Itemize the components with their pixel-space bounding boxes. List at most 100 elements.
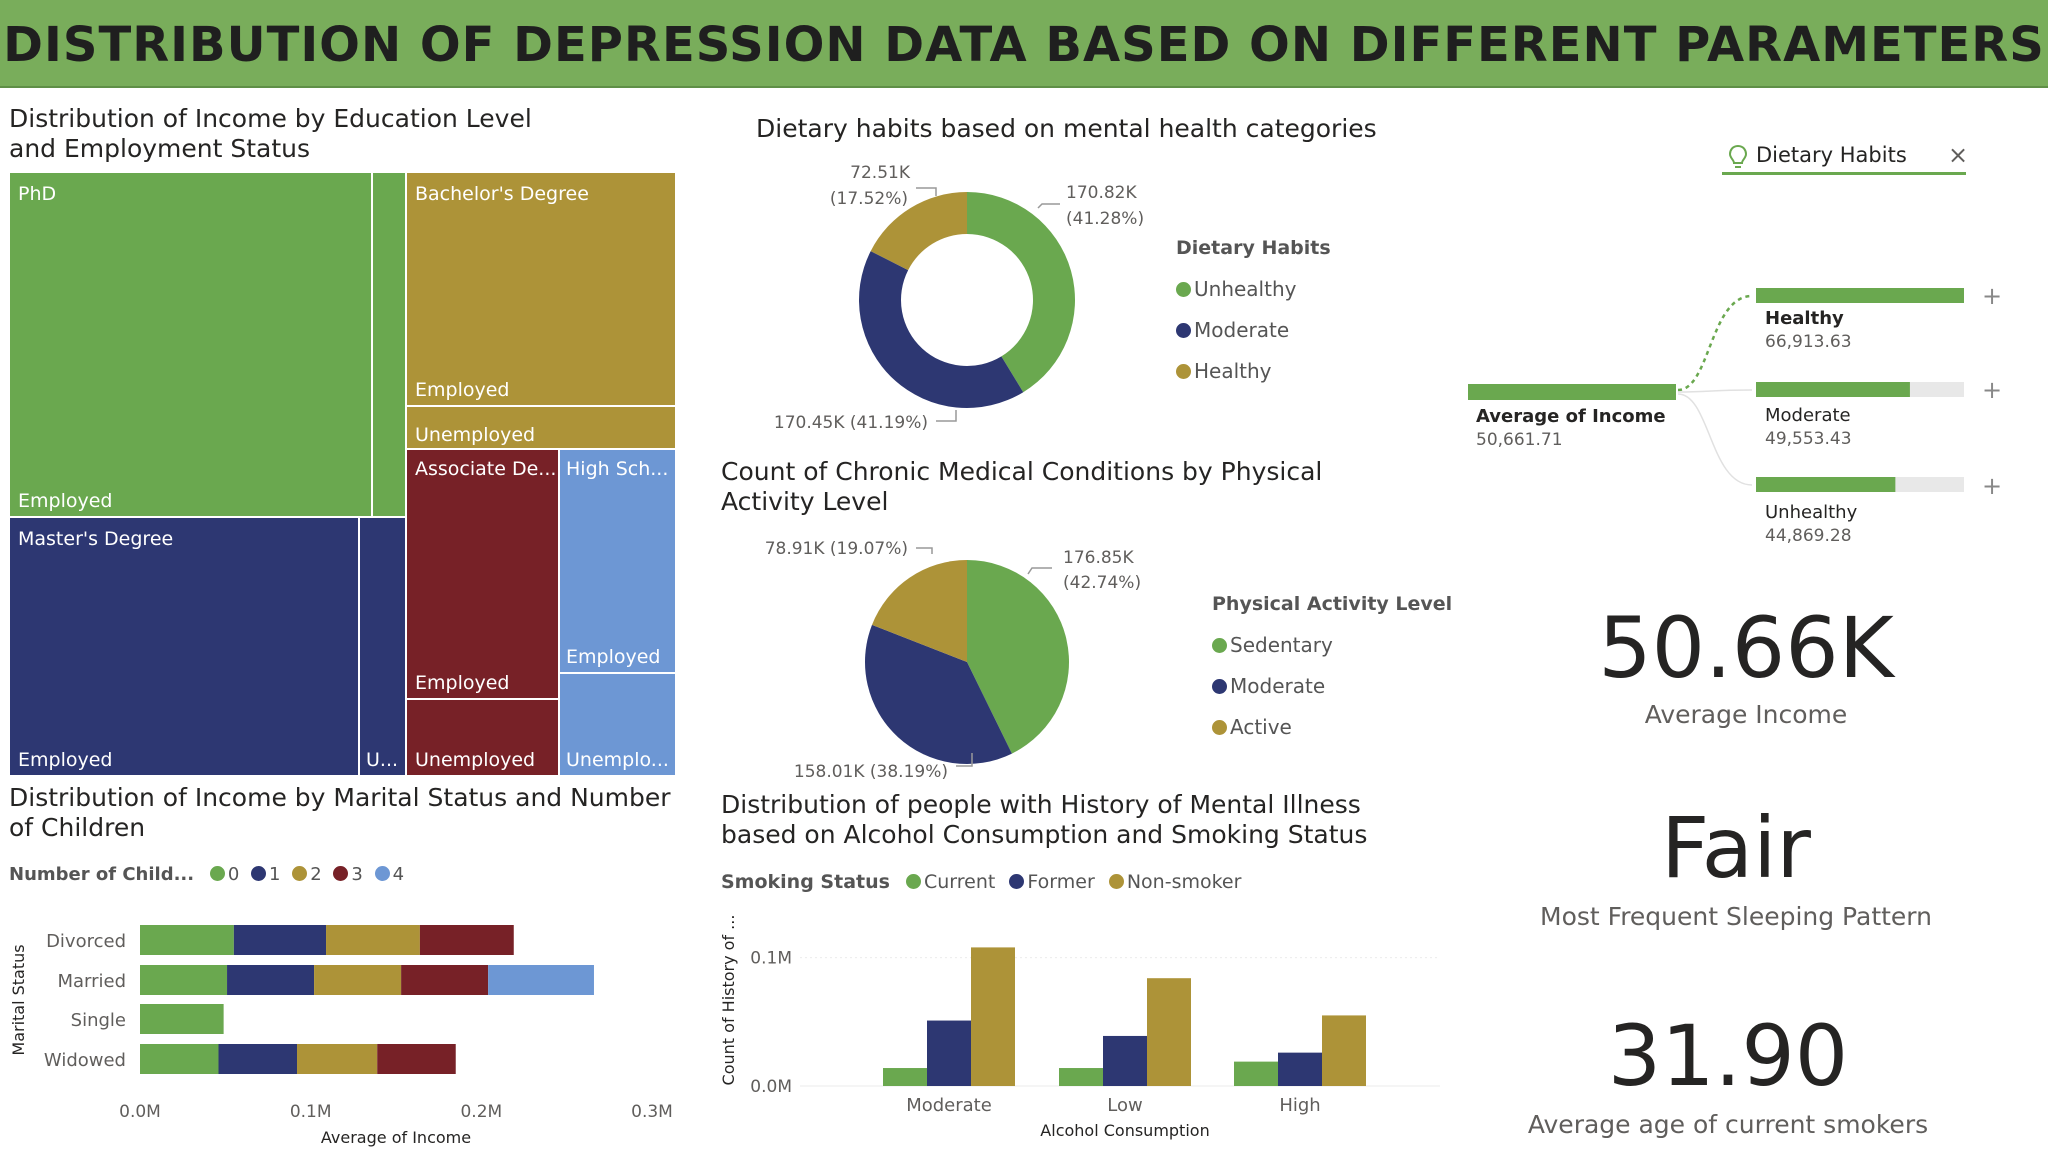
treemap: PhD Employed Master's Degree Employed U.…: [9, 172, 676, 776]
close-icon[interactable]: ×: [1948, 141, 1969, 169]
decomp-root-bar[interactable]: [1468, 384, 1676, 400]
legend-item-moderate[interactable]: Moderate: [1212, 666, 1452, 707]
decomp-connector: [1677, 294, 1753, 392]
physical-legend-title: Physical Activity Level: [1212, 593, 1453, 615]
marital-x-tick: 0.0M: [119, 1102, 161, 1122]
marital-bar-single-0[interactable]: [140, 1004, 224, 1034]
decomp-node-label: Moderate: [1765, 405, 1851, 426]
treemap-cell-associate-unemployed[interactable]: Unemployed: [406, 699, 559, 776]
legend-item-3[interactable]: 3: [333, 864, 363, 885]
legend-item-current[interactable]: Current: [905, 871, 996, 893]
physical-slice-moderate[interactable]: [865, 624, 1012, 764]
dietary-legend-title: Dietary Habits: [1176, 237, 1331, 259]
marital-bar-divorced-0[interactable]: [140, 925, 234, 955]
treemap-cell-highschool-unemployed[interactable]: Unemplo...: [559, 673, 676, 776]
legend-label: Current: [923, 871, 996, 893]
marital-bar-married-0[interactable]: [140, 965, 228, 995]
legend-label: Non-smoker: [1126, 871, 1242, 893]
mental-bar-moderate-former[interactable]: [927, 1020, 971, 1086]
leader-line: [916, 187, 937, 196]
treemap-sublabel: Employed: [18, 490, 113, 512]
mental-bar-high-current[interactable]: [1234, 1061, 1278, 1086]
marital-bar-widowed-3[interactable]: [377, 1044, 456, 1074]
legend-item-active[interactable]: Active: [1212, 707, 1452, 748]
decomp-connector: [1677, 389, 1753, 393]
legend-item-0[interactable]: 0: [209, 864, 239, 885]
physical-label-sedentary-pct: (42.74%): [1063, 573, 1141, 593]
dietary-slice-healthy[interactable]: [870, 191, 967, 271]
legend-item-sedentary[interactable]: Sedentary: [1212, 625, 1452, 666]
legend-item-moderate[interactable]: Moderate: [1176, 310, 1331, 351]
decomp-node-value: 49,553.43: [1765, 429, 1852, 449]
decomp-node-value: 66,913.63: [1765, 332, 1852, 352]
marital-bar-married-2[interactable]: [314, 965, 402, 995]
treemap-label-associate: Associate De...: [415, 458, 557, 480]
marital-bar-divorced-2[interactable]: [326, 925, 420, 955]
mental-legend-title: Smoking Status: [721, 871, 890, 893]
marital-category-label: Married: [57, 971, 126, 992]
mental-bar-low-non-smoker[interactable]: [1147, 978, 1191, 1086]
decomp-node-label: Unhealthy: [1765, 502, 1858, 523]
dietary-label-unhealthy-pct: (41.28%): [1066, 209, 1144, 229]
physical-slice-sedentary[interactable]: [967, 560, 1069, 754]
treemap-cell-associate-employed[interactable]: Associate De... Employed: [406, 449, 559, 699]
physical-slice-active[interactable]: [871, 560, 967, 662]
marital-bar-married-1[interactable]: [227, 965, 315, 995]
mental-bar-high-non-smoker[interactable]: [1322, 1015, 1366, 1086]
mental-chart-title: Distribution of people with History of M…: [721, 790, 1368, 849]
marital-bar-divorced-1[interactable]: [233, 925, 327, 955]
marital-category-label: Divorced: [46, 931, 126, 952]
expand-plus-icon[interactable]: +: [1982, 282, 2002, 310]
marital-bar-widowed-0[interactable]: [140, 1044, 219, 1074]
mental-bar-high-former[interactable]: [1278, 1052, 1322, 1086]
legend-dot: [1176, 282, 1191, 297]
mental-bar-low-former[interactable]: [1103, 1035, 1147, 1086]
dietary-chart-title: Dietary habits based on mental health ca…: [756, 114, 1377, 143]
decomp-node-bar-moderate[interactable]: [1756, 382, 1910, 397]
dietary-slice-moderate[interactable]: [859, 251, 1024, 408]
decomp-node-bar-healthy[interactable]: [1756, 288, 1964, 303]
decomp-connector: [1677, 393, 1753, 486]
legend-item-former[interactable]: Former: [1009, 871, 1095, 893]
treemap-cell-masters-unemployed[interactable]: U...: [359, 517, 406, 776]
treemap-sublabel: Unemployed: [415, 424, 536, 446]
expand-plus-icon[interactable]: +: [1982, 472, 2002, 500]
legend-item-unhealthy[interactable]: Unhealthy: [1176, 269, 1331, 310]
decomp-filter-label: Dietary Habits: [1756, 143, 1907, 167]
legend-item-nonsmoker[interactable]: Non-smoker: [1108, 871, 1242, 893]
legend-item-2[interactable]: 2: [292, 864, 322, 885]
legend-label: 3: [351, 864, 363, 885]
mental-bar-moderate-non-smoker[interactable]: [971, 947, 1015, 1086]
dietary-label-healthy-pct: (17.52%): [830, 189, 908, 209]
marital-bar-widowed-1[interactable]: [218, 1044, 298, 1074]
treemap-title: Distribution of Income by Education Leve…: [9, 104, 532, 163]
decomp-node-bar-unhealthy[interactable]: [1756, 477, 1896, 492]
mental-bar-low-current[interactable]: [1059, 1068, 1103, 1086]
legend-dot: [251, 866, 267, 881]
marital-y-axis-title: Marital Status: [9, 944, 28, 1055]
treemap-cell-highschool-employed[interactable]: High Sch... Employed: [559, 449, 676, 673]
treemap-cell-phd-employed[interactable]: PhD Employed: [9, 172, 372, 517]
marital-bar-divorced-3[interactable]: [419, 925, 514, 955]
mental-bar-moderate-current[interactable]: [883, 1068, 927, 1086]
legend-item-healthy[interactable]: Healthy: [1176, 351, 1331, 392]
treemap-sublabel: Employed: [18, 749, 113, 771]
legend-item-1[interactable]: 1: [251, 864, 280, 885]
treemap-cell-masters-employed[interactable]: Master's Degree Employed: [9, 517, 359, 776]
legend-label: Active: [1230, 715, 1292, 739]
dietary-slice-unhealthy[interactable]: [967, 192, 1075, 393]
marital-bar-married-3[interactable]: [401, 965, 489, 995]
marital-bar-widowed-2[interactable]: [297, 1044, 378, 1074]
legend-dot: [1176, 364, 1191, 379]
marital-bar-married-4[interactable]: [488, 965, 594, 995]
treemap-cell-bachelors-employed[interactable]: Bachelor's Degree Employed: [406, 172, 676, 406]
kpi-sleeping-pattern-value: Fair: [1661, 799, 1811, 897]
marital-legend-title: Number of Child...: [9, 864, 195, 885]
expand-plus-icon[interactable]: +: [1982, 376, 2002, 404]
decomp-filter-header[interactable]: Dietary Habits ×: [1722, 140, 1969, 175]
dietary-label-moderate: 170.45K (41.19%): [774, 413, 928, 433]
treemap-cell-phd-unemployed[interactable]: [372, 172, 406, 517]
legend-item-4[interactable]: 4: [374, 864, 405, 885]
legend-label: 4: [392, 864, 405, 885]
treemap-cell-bachelors-unemployed[interactable]: Unemployed: [406, 406, 676, 449]
